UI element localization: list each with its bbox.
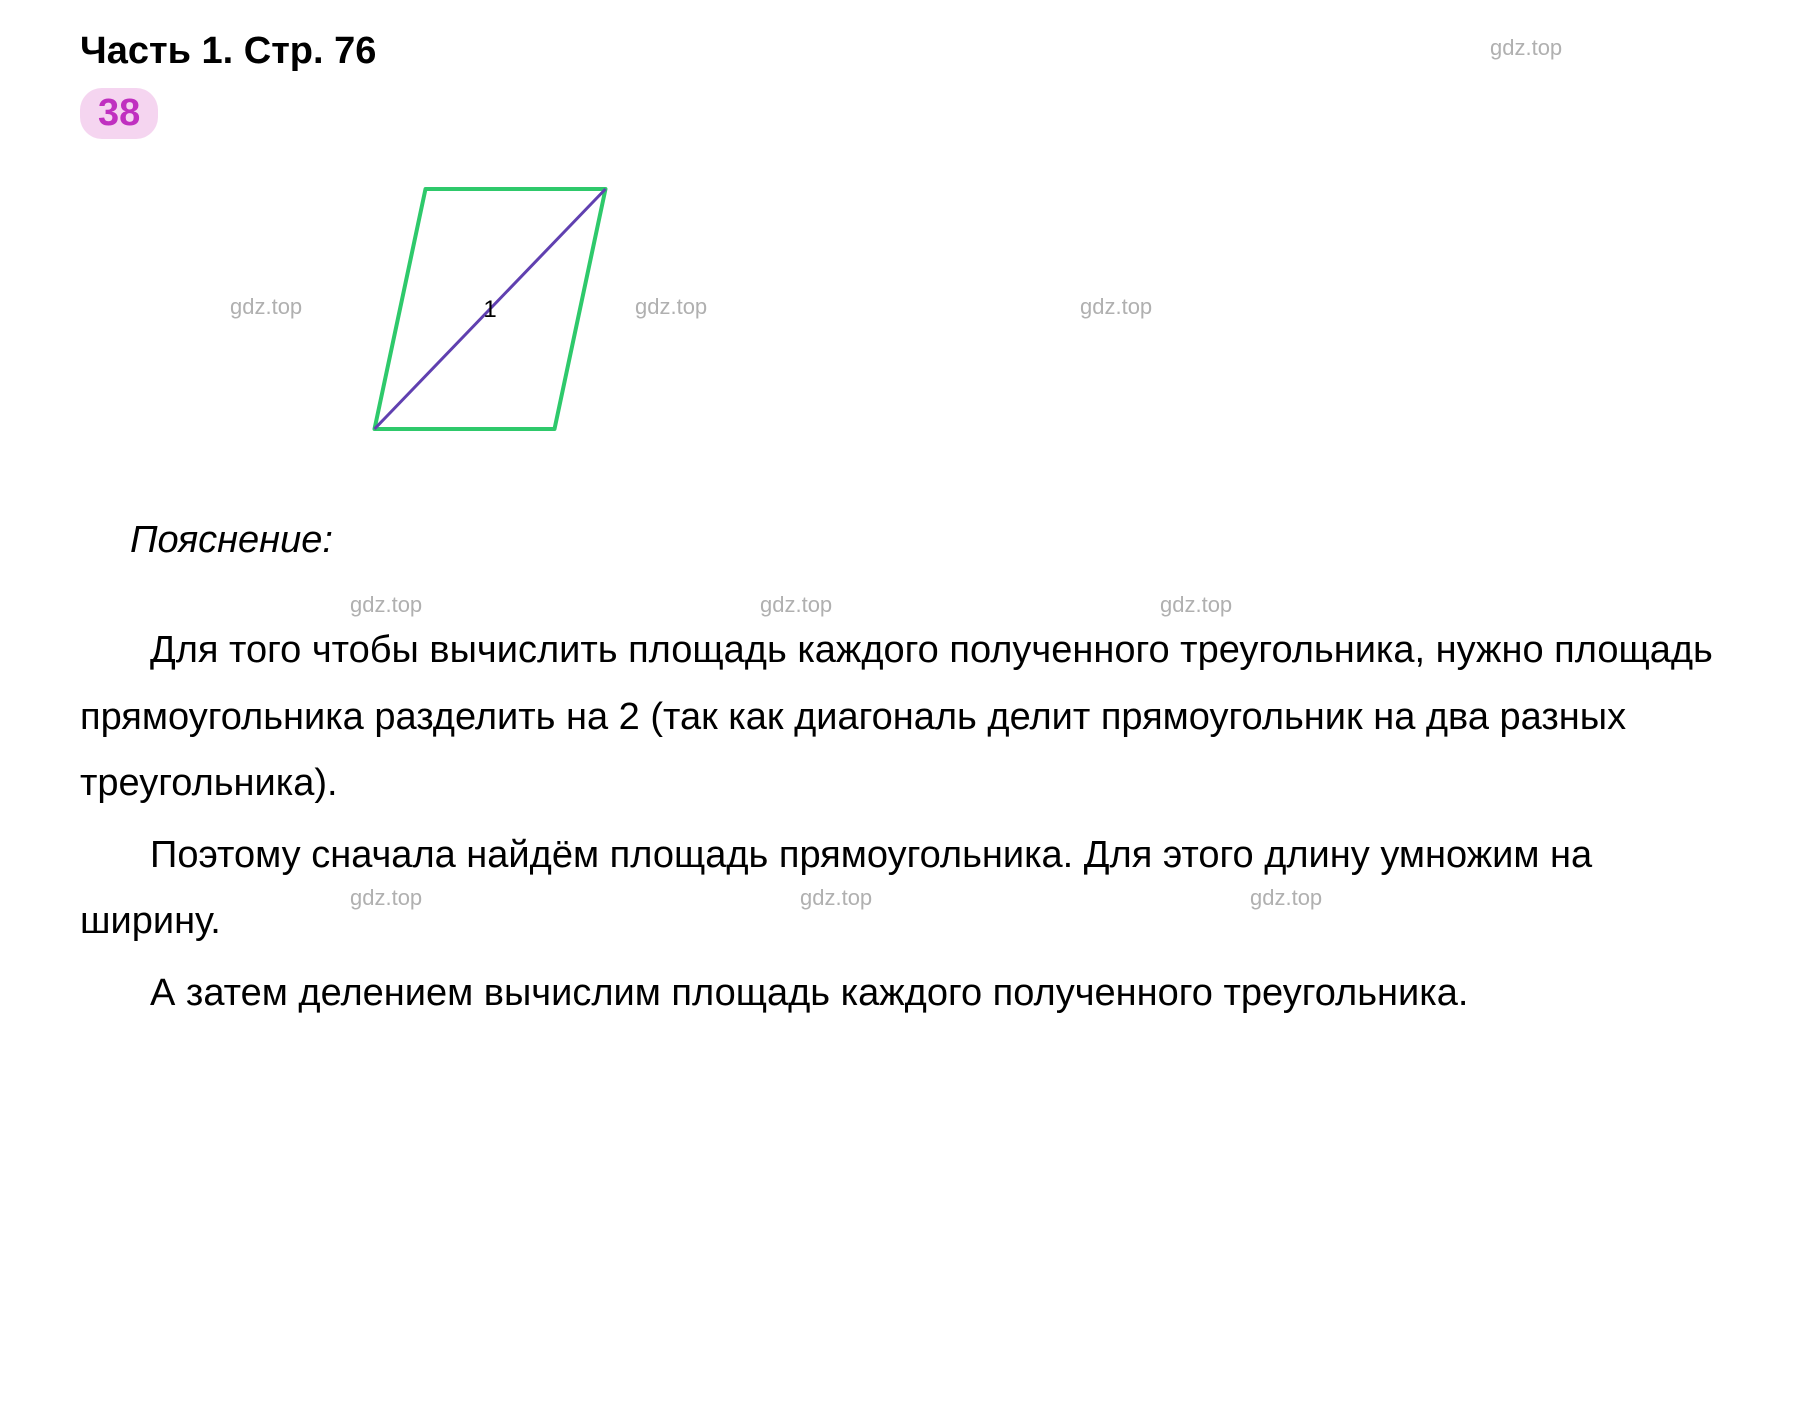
page-header: Часть 1. Стр. 76 bbox=[80, 30, 1715, 73]
paragraph-1: Для того чтобы вычислить площадь каждого… bbox=[80, 617, 1715, 817]
watermark-mid-2: gdz.top bbox=[760, 592, 832, 618]
problem-number-badge: 38 bbox=[80, 88, 158, 139]
watermark-lower-1: gdz.top bbox=[350, 885, 422, 911]
watermark-diagram-1: gdz.top bbox=[230, 294, 302, 320]
paragraph-3: А затем делением вычислим площадь каждог… bbox=[80, 960, 1715, 1027]
watermark-lower-3: gdz.top bbox=[1250, 885, 1322, 911]
watermark-diagram-3: gdz.top bbox=[1080, 294, 1152, 320]
diagram-section: gdz.top gdz.top gdz.top 1 bbox=[80, 159, 1715, 479]
watermark-row-mid: gdz.top gdz.top gdz.top bbox=[80, 592, 1715, 617]
rectangle-diagram: 1 bbox=[360, 159, 620, 464]
watermark-top-right: gdz.top bbox=[1490, 35, 1562, 61]
explanation-label: Пояснение: bbox=[130, 519, 1715, 562]
svg-text:1: 1 bbox=[483, 296, 496, 323]
watermark-mid-3: gdz.top bbox=[1160, 592, 1232, 618]
watermark-lower-2: gdz.top bbox=[800, 885, 872, 911]
watermark-row-lower: gdz.top gdz.top gdz.top bbox=[80, 885, 1715, 910]
watermark-mid-1: gdz.top bbox=[350, 592, 422, 618]
watermark-diagram-2: gdz.top bbox=[635, 294, 707, 320]
